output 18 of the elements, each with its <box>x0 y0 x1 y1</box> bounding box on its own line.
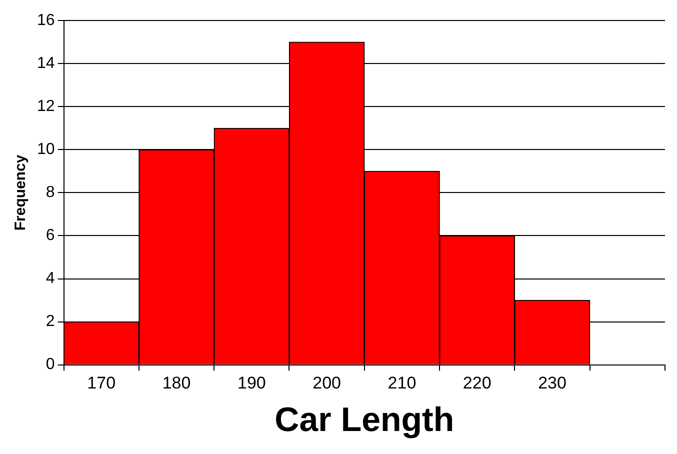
x-axis-title: Car Length <box>274 400 454 439</box>
x-tick-label: 180 <box>162 374 191 393</box>
y-tick-label: 6 <box>46 227 55 244</box>
y-tick-label: 4 <box>46 270 55 288</box>
x-tick-label: 170 <box>87 374 116 393</box>
y-tick-label: 2 <box>46 313 55 330</box>
x-tick-label: 220 <box>462 374 492 393</box>
y-tick-label: 8 <box>46 184 55 202</box>
x-tick-label: 200 <box>312 374 342 393</box>
y-tick-label: 10 <box>37 141 55 158</box>
y-tick-label: 12 <box>37 98 55 116</box>
x-tick-label: 230 <box>538 374 566 393</box>
y-tick-label: 16 <box>37 12 55 30</box>
y-tick-label: 0 <box>46 356 55 374</box>
y-axis-title: Frequency <box>12 154 30 231</box>
y-tick-label: 14 <box>37 55 55 72</box>
x-tick-label: 190 <box>237 374 266 393</box>
x-tick-label: 210 <box>388 374 416 393</box>
